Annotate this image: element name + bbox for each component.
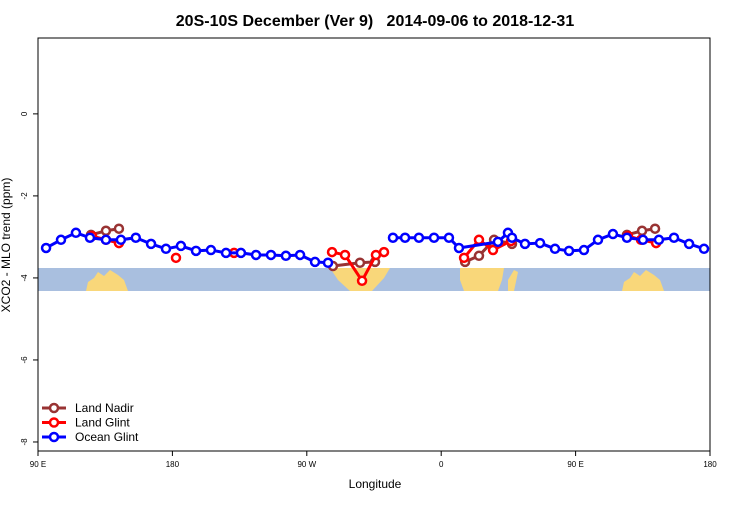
data-point [519,238,531,250]
data-point [592,234,604,246]
data-point [160,243,172,255]
y-tick-label: -4 [20,274,29,282]
data-point [453,242,465,254]
data-point [70,227,82,239]
data-point [294,249,306,261]
data-point [250,249,262,261]
data-point [578,244,590,256]
data-point [637,234,649,246]
legend-marker [48,402,60,414]
data-point [649,223,661,234]
data-point [399,232,411,243]
data-point [473,234,485,246]
data-point [387,232,399,243]
data-point [100,225,112,237]
land-shape [508,270,518,291]
land-shape [622,270,664,291]
y-tick-label: -6 [20,356,29,364]
data-point [309,256,321,268]
y-axis-label: XCO2 - MLO trend (ppm) [0,178,13,313]
data-point [170,252,182,264]
x-tick-label: 180 [166,460,180,469]
y-tick-label: 0 [20,111,29,116]
data-point [413,232,425,243]
data-point [370,249,382,261]
legend-label: Land Nadir [75,401,134,415]
x-tick-label: 90 E [30,460,46,469]
data-point [265,249,277,261]
data-point [145,238,157,250]
data-point [84,232,96,243]
data-point [339,249,351,261]
data-point [356,275,368,287]
legend-label: Land Glint [75,416,130,430]
data-point [458,252,470,264]
data-point [698,243,710,255]
legend-marker [48,417,60,428]
map-strip [38,268,710,291]
data-point [428,232,440,243]
data-point [487,244,499,256]
data-point [280,250,292,262]
legend-label: Ocean Glint [75,430,139,444]
x-axis-label: Longitude [349,477,402,491]
data-point [668,232,680,243]
data-point [492,236,504,248]
data-point [621,232,633,243]
legend-marker [48,431,60,443]
data-point [40,242,52,254]
data-point [683,238,695,250]
data-point [607,228,619,240]
data-point [473,250,485,262]
series [40,227,710,269]
data-point [55,234,67,246]
data-point [190,245,202,257]
data-point [113,223,125,234]
data-point [322,257,334,269]
data-point [378,246,390,258]
land-shape [86,270,128,291]
data-point [115,234,127,246]
data-point [636,225,648,237]
data-point [354,257,366,269]
land-shape [460,268,504,291]
data-point [235,247,247,259]
plot-frame [37,37,711,452]
data-point [653,234,665,246]
data-point [443,232,455,243]
x-tick-label: 180 [703,460,717,469]
x-tick-label: 90 W [297,460,316,469]
data-point [549,243,561,255]
data-point [220,247,232,259]
chart-title: 20S-10S December (Ver 9) 2014-09-06 to 2… [176,13,575,30]
data-point [175,240,187,252]
x-tick-label: 0 [439,460,444,469]
data-point [130,232,142,243]
data-point [100,234,112,246]
data-point [563,245,575,257]
y-tick-label: -8 [20,438,29,446]
x-tick-label: 90 E [567,460,583,469]
data-point [534,237,546,249]
data-point [205,244,217,256]
data-point [506,232,518,243]
y-tick-label: -2 [20,192,29,200]
data-point [326,246,338,258]
